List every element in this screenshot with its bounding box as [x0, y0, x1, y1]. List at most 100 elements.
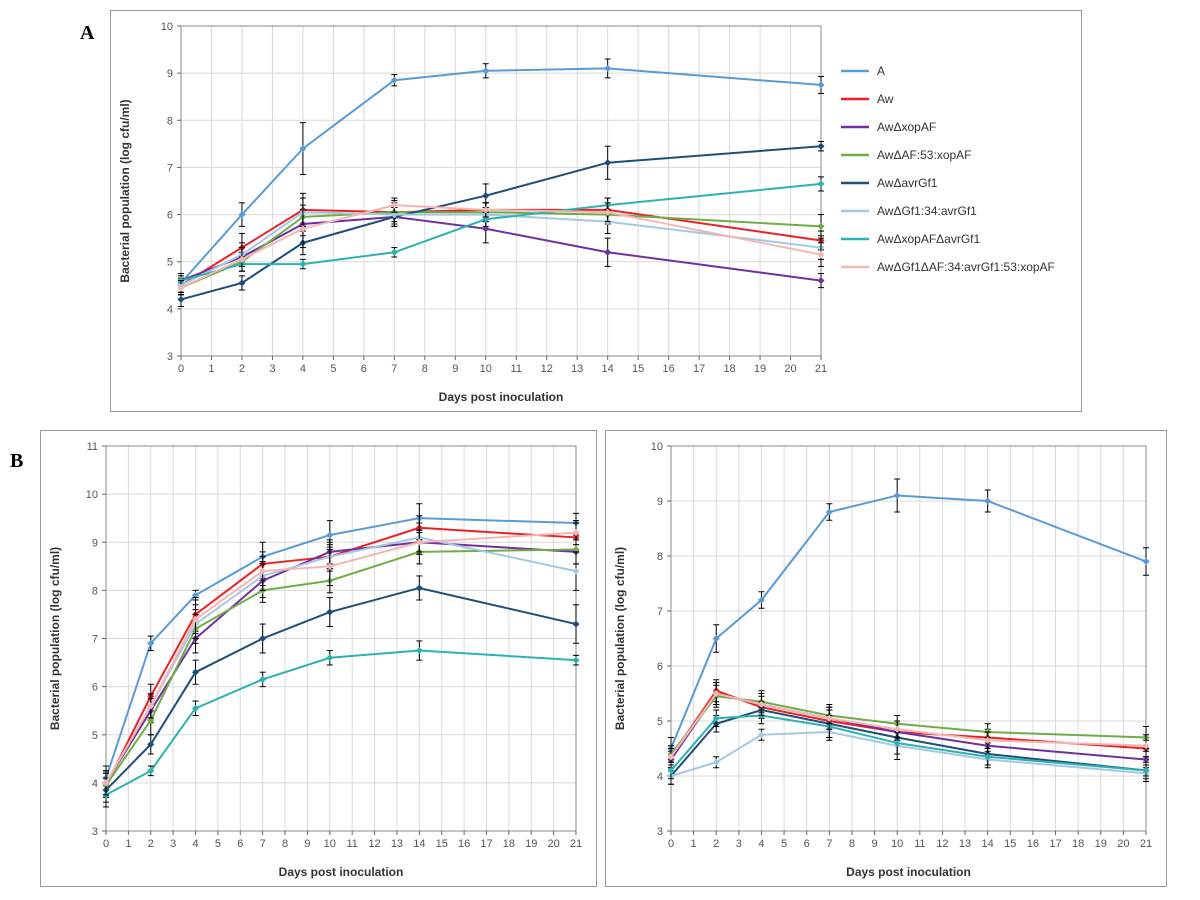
svg-text:7: 7 — [657, 606, 663, 618]
y-axis-title: Bacterial population (log cfu/ml) — [48, 547, 62, 730]
svg-text:18: 18 — [723, 363, 735, 375]
svg-text:6: 6 — [167, 210, 173, 222]
panel-b-label: B — [10, 450, 23, 473]
svg-text:9: 9 — [452, 363, 458, 375]
svg-text:14: 14 — [602, 363, 614, 375]
svg-text:11: 11 — [511, 363, 522, 375]
svg-text:21: 21 — [1140, 838, 1152, 850]
svg-text:3: 3 — [736, 838, 742, 850]
svg-text:11: 11 — [914, 838, 925, 850]
chart-svg: 3456789101101234567891011121314151617181… — [41, 431, 596, 886]
svg-text:10: 10 — [480, 363, 492, 375]
svg-text:14: 14 — [413, 838, 425, 850]
svg-text:7: 7 — [391, 363, 397, 375]
svg-text:3: 3 — [92, 826, 98, 838]
svg-text:4: 4 — [657, 771, 663, 783]
svg-text:9: 9 — [872, 838, 878, 850]
svg-text:21: 21 — [815, 363, 827, 375]
svg-text:7: 7 — [260, 838, 266, 850]
svg-text:9: 9 — [167, 68, 173, 80]
svg-text:6: 6 — [804, 838, 810, 850]
svg-text:19: 19 — [754, 363, 766, 375]
panel-c-chart: 3456789100123456789101112131415161718192… — [605, 430, 1167, 887]
legend-item-Aw: Aw — [877, 92, 894, 106]
svg-text:3: 3 — [269, 363, 275, 375]
svg-text:21: 21 — [570, 838, 582, 850]
legend-item-AwDxopAFDavrGf1: AwΔxopAFΔavrGf1 — [877, 232, 981, 246]
svg-text:4: 4 — [167, 304, 173, 316]
svg-text:19: 19 — [525, 838, 537, 850]
svg-text:15: 15 — [632, 363, 644, 375]
x-axis-title: Days post inoculation — [846, 865, 971, 879]
svg-text:7: 7 — [167, 162, 173, 174]
svg-text:15: 15 — [436, 838, 448, 850]
svg-text:4: 4 — [300, 363, 306, 375]
svg-text:5: 5 — [92, 730, 98, 742]
svg-text:16: 16 — [458, 838, 470, 850]
svg-text:9: 9 — [304, 838, 310, 850]
svg-text:2: 2 — [713, 838, 719, 850]
x-axis-title: Days post inoculation — [439, 390, 564, 404]
svg-text:0: 0 — [178, 363, 184, 375]
svg-text:4: 4 — [92, 778, 98, 790]
svg-text:20: 20 — [784, 363, 796, 375]
svg-text:8: 8 — [849, 838, 855, 850]
svg-text:16: 16 — [1027, 838, 1039, 850]
svg-text:12: 12 — [541, 363, 553, 375]
svg-text:9: 9 — [92, 537, 98, 549]
svg-text:5: 5 — [781, 838, 787, 850]
chart-svg: 3456789100123456789101112131415161718192… — [606, 431, 1166, 886]
svg-text:18: 18 — [1072, 838, 1084, 850]
legend-item-A: A — [877, 64, 885, 78]
svg-text:1: 1 — [208, 363, 214, 375]
legend-item-AwDAF53: AwΔAF:53:xopAF — [877, 148, 972, 162]
svg-text:2: 2 — [239, 363, 245, 375]
svg-text:7: 7 — [92, 634, 98, 646]
svg-text:8: 8 — [167, 115, 173, 127]
svg-text:11: 11 — [87, 441, 98, 453]
panel-a-label: A — [80, 22, 94, 45]
svg-text:17: 17 — [1049, 838, 1061, 850]
svg-text:5: 5 — [330, 363, 336, 375]
svg-text:17: 17 — [693, 363, 705, 375]
svg-text:10: 10 — [161, 21, 173, 33]
svg-text:6: 6 — [237, 838, 243, 850]
svg-text:4: 4 — [192, 838, 198, 850]
svg-text:0: 0 — [103, 838, 109, 850]
svg-text:5: 5 — [657, 716, 663, 728]
svg-text:13: 13 — [391, 838, 403, 850]
svg-text:8: 8 — [92, 585, 98, 597]
x-axis-title: Days post inoculation — [279, 865, 404, 879]
svg-text:10: 10 — [651, 441, 663, 453]
svg-text:16: 16 — [662, 363, 674, 375]
chart-svg: 3456789100123456789101112131415161718192… — [111, 11, 1081, 411]
legend-item-AwDxopAF: AwΔxopAF — [877, 120, 936, 134]
svg-text:19: 19 — [1095, 838, 1107, 850]
svg-text:12: 12 — [936, 838, 948, 850]
svg-text:20: 20 — [1117, 838, 1129, 850]
y-axis-title: Bacterial population (log cfu/ml) — [613, 547, 627, 730]
svg-text:6: 6 — [361, 363, 367, 375]
panel-b-chart: 3456789101101234567891011121314151617181… — [40, 430, 597, 887]
svg-text:10: 10 — [86, 489, 98, 501]
svg-text:3: 3 — [657, 826, 663, 838]
legend-item-AwDGf134: AwΔGf1:34:avrGf1 — [877, 204, 977, 218]
svg-text:13: 13 — [959, 838, 971, 850]
svg-text:5: 5 — [215, 838, 221, 850]
svg-text:1: 1 — [691, 838, 697, 850]
svg-text:7: 7 — [826, 838, 832, 850]
svg-text:8: 8 — [657, 551, 663, 563]
svg-text:14: 14 — [982, 838, 994, 850]
svg-text:10: 10 — [891, 838, 903, 850]
svg-text:0: 0 — [668, 838, 674, 850]
legend-item-AwDGf1DAF: AwΔGf1ΔAF:34:avrGf1:53:xopAF — [877, 260, 1055, 274]
svg-text:8: 8 — [282, 838, 288, 850]
svg-text:2: 2 — [148, 838, 154, 850]
svg-text:3: 3 — [170, 838, 176, 850]
svg-text:6: 6 — [92, 682, 98, 694]
svg-text:12: 12 — [368, 838, 380, 850]
legend-item-AwDavrGf1: AwΔavrGf1 — [877, 176, 938, 190]
svg-text:9: 9 — [657, 496, 663, 508]
svg-text:4: 4 — [758, 838, 764, 850]
svg-text:8: 8 — [422, 363, 428, 375]
